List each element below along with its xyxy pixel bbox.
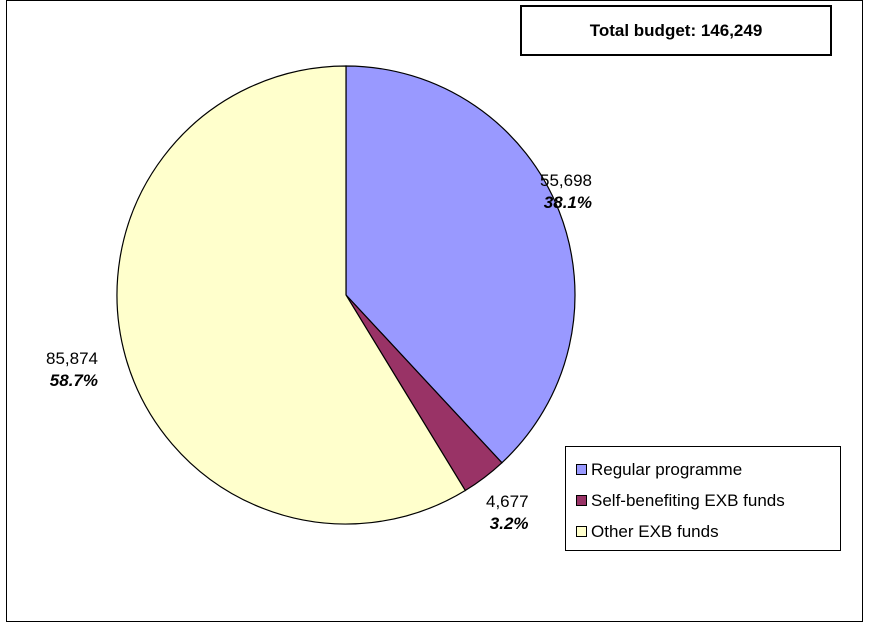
- legend-label: Self-benefiting EXB funds: [591, 490, 785, 510]
- slice-value: 85,874: [46, 349, 98, 368]
- pie-slices: [116, 65, 576, 525]
- legend-label: Other EXB funds: [591, 521, 719, 541]
- slice-label-self-benefiting-exb-funds: 4,677 3.2%: [486, 491, 529, 535]
- legend-swatch: [576, 495, 587, 506]
- legend-item-self-benefiting-exb-funds: Self-benefiting EXB funds: [576, 485, 840, 516]
- legend: Regular programme Self-benefiting EXB fu…: [565, 446, 841, 551]
- slice-label-other-exb-funds: 85,874 58.7%: [46, 348, 98, 392]
- legend-swatch: [576, 464, 587, 475]
- legend-swatch: [576, 526, 587, 537]
- legend-item-regular-programme: Regular programme: [576, 454, 840, 485]
- slice-value: 4,677: [486, 492, 529, 511]
- chart-title: Total budget: 146,249: [589, 20, 763, 40]
- legend-label: Regular programme: [591, 459, 743, 479]
- pie-slice-other-exb-funds: [116, 65, 467, 525]
- slice-percent: 3.2%: [489, 514, 529, 533]
- slice-label-regular-programme: 55,698 38.1%: [540, 170, 592, 214]
- slice-value: 55,698: [540, 171, 592, 190]
- total-budget-box: Total budget: 146,249: [520, 5, 832, 56]
- slice-percent: 38.1%: [543, 193, 592, 212]
- slice-percent: 58.7%: [49, 371, 98, 390]
- pie-slice-regular-programme: [345, 65, 576, 464]
- legend-item-other-exb-funds: Other EXB funds: [576, 516, 840, 547]
